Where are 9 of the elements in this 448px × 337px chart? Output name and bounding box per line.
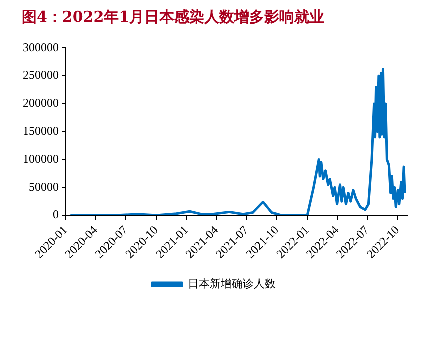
y-tick-label: 0 <box>53 208 59 222</box>
y-tick-label: 100000 <box>23 152 59 166</box>
y-tick-label: 250000 <box>23 68 59 82</box>
y-tick-label: 200000 <box>23 96 59 110</box>
y-tick-label: 50000 <box>29 180 59 194</box>
y-tick-label: 150000 <box>23 124 59 138</box>
y-tick-label: 300000 <box>23 40 59 54</box>
legend-label: 日本新增确诊人数 <box>188 277 276 290</box>
chart-title: 图4：2022年1月日本感染人数增多影响就业 <box>22 8 325 27</box>
